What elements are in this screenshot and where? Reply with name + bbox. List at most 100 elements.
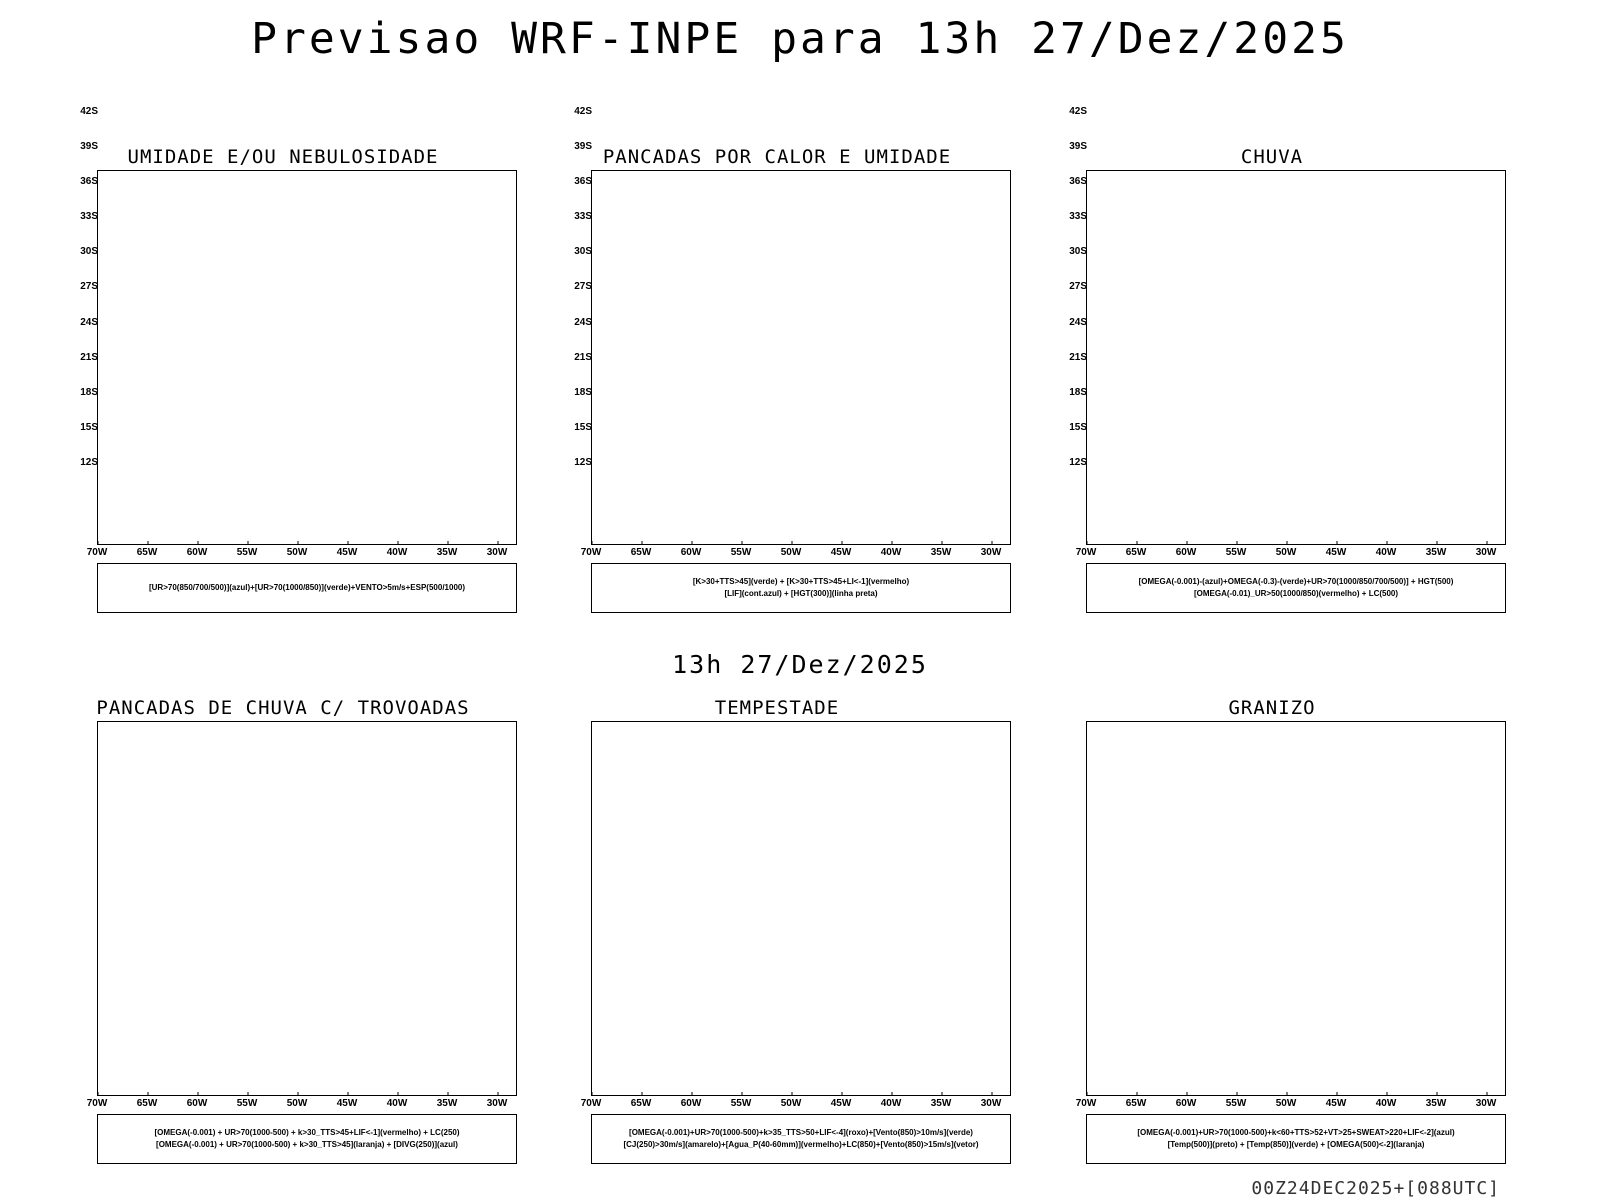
map-area: 15151515121212-15-15-15-12-12-18-18 — [1086, 721, 1506, 1096]
panel-legend: [OMEGA(-0.001) + UR>70(1000-500) + k>30_… — [97, 1114, 517, 1164]
lon-tick-label: 40W — [1375, 547, 1397, 558]
panel-title: PANCADAS DE CHUVA C/ TROVOADAS — [96, 697, 470, 719]
lat-tick-label: 27S — [574, 281, 592, 293]
lat-tick-label: 39S — [1069, 140, 1087, 152]
run-footer: 00Z24DEC2025+[088UTC] — [1251, 1178, 1500, 1199]
panel-chuva: CHUVA 5885855825795765735705675645615585… — [1046, 146, 1546, 626]
legend-line-1: [OMEGA(-0.001)+UR>70(1000-500)+k>35_TTS>… — [629, 1128, 973, 1137]
panel-umidade: UMIDADE E/OU NEBULOSIDADE 10121012101210… — [57, 146, 557, 626]
lon-tick-label: 70W — [580, 547, 602, 558]
panel-title: UMIDADE E/OU NEBULOSIDADE — [127, 146, 439, 168]
lat-tick-label: 42S — [1069, 105, 1087, 117]
map-area: 4040404040 — [591, 721, 1011, 1096]
lat-tick-label: 12S — [574, 457, 592, 469]
lon-tick-label: 40W — [880, 1098, 902, 1109]
lon-tick-label: 45W — [1325, 547, 1347, 558]
lon-tick-label: 65W — [630, 1098, 652, 1109]
lat-tick-label: 30S — [574, 246, 592, 258]
lat-tick-label: 12S — [80, 457, 98, 469]
lon-tick-label: 65W — [630, 547, 652, 558]
legend-line-2: [CJ(250)>30m/s](amarelo)+[Agua_P(40-60mm… — [623, 1140, 979, 1149]
panel-tempestade: TEMPESTADE 4040404040 12S 15S 18S 21S 24S 27S… — [551, 106, 1051, 1177]
lon-tick-label: 70W — [1075, 547, 1097, 558]
lon-tick-label: 55W — [730, 547, 752, 558]
legend-line-1: [K>30+TTS>45](verde) + [K>30+TTS>45+LI<-… — [692, 577, 910, 586]
lon-tick-label: 45W — [336, 547, 358, 558]
lat-tick-label: 36S — [80, 175, 98, 187]
lon-tick-label: 60W — [680, 547, 702, 558]
lat-tick-label: 27S — [1069, 281, 1087, 293]
panel-legend: [OMEGA(-0.001)+UR>70(1000-500)+k>35_TTS>… — [591, 1114, 1011, 1164]
lon-tick-label: 55W — [1225, 1098, 1247, 1109]
map-area: 5885855825795765735705675645615585855825… — [1086, 170, 1506, 545]
lat-tick-label: 21S — [574, 351, 592, 363]
lat-tick-label: 39S — [80, 140, 98, 152]
lon-tick-label: 35W — [930, 1098, 952, 1109]
lat-tick-label: 30S — [1069, 246, 1087, 258]
panel-legend: [OMEGA(-0.001)+UR>70(1000-500)+k<60+TTS>… — [1086, 1114, 1506, 1164]
lat-tick-label: 18S — [1069, 386, 1087, 398]
lon-tick-label: 30W — [1475, 547, 1497, 558]
map-area: 1012101210121012100810081012101610121008… — [97, 170, 517, 545]
lon-tick-label: 30W — [486, 1098, 508, 1109]
panel-title: GRANIZO — [1228, 697, 1316, 719]
lon-tick-label: 50W — [286, 547, 308, 558]
panel-legend: [UR>70(850/700/500)](azul)+[UR>70(1000/8… — [97, 563, 517, 613]
lat-tick-label: 24S — [1069, 316, 1087, 328]
lat-tick-label: 24S — [574, 316, 592, 328]
lon-tick-label: 50W — [780, 547, 802, 558]
lat-tick-label: 39S — [574, 140, 592, 152]
lon-tick-label: 55W — [730, 1098, 752, 1109]
lat-tick-label: 42S — [574, 105, 592, 117]
panel-legend: [K>30+TTS>45](verde) + [K>30+TTS>45+LI<-… — [591, 563, 1011, 613]
lon-tick-label: 55W — [236, 1098, 258, 1109]
lon-tick-label: 30W — [1475, 1098, 1497, 1109]
panel-pancadas-trovoadas: PANCADAS DE CHUVA C/ TROVOADAS 12S 15S 18S… — [57, 106, 557, 1177]
lon-tick-label: 40W — [386, 1098, 408, 1109]
lon-tick-label: 45W — [1325, 1098, 1347, 1109]
lon-tick-label: 60W — [1175, 1098, 1197, 1109]
lon-tick-label: 35W — [1425, 1098, 1447, 1109]
panel-pancadas-calor: PANCADAS POR CALOR E UMIDADE 96009600960… — [551, 146, 1051, 626]
lat-tick-label: 42S — [80, 105, 98, 117]
lon-tick-label: 60W — [186, 547, 208, 558]
lon-tick-label: 55W — [236, 547, 258, 558]
lat-tick-label: 36S — [1069, 175, 1087, 187]
lon-tick-label: 35W — [930, 547, 952, 558]
lon-tick-label: 30W — [486, 547, 508, 558]
panel-granizo: GRANIZO 15151515121212-15-15-15-12-12-18… — [1046, 106, 1546, 1177]
panel-title: PANCADAS POR CALOR E UMIDADE — [602, 146, 952, 168]
legend-line-1: [OMEGA(-0.001)-(azul)+OMEGA(-0.3)-(verde… — [1138, 577, 1454, 586]
legend-line-2: [LIF](cont.azul) + [HGT(300)](linha pret… — [724, 589, 878, 598]
lon-tick-label: 70W — [1075, 1098, 1097, 1109]
panel-title: CHUVA — [1240, 146, 1304, 168]
lat-tick-label: 15S — [574, 422, 592, 434]
lat-tick-label: 12S — [1069, 457, 1087, 469]
lat-tick-label: 24S — [80, 316, 98, 328]
lon-tick-label: 45W — [830, 547, 852, 558]
lat-tick-label: 15S — [1069, 422, 1087, 434]
lat-tick-label: 18S — [574, 386, 592, 398]
map-area — [97, 721, 517, 1096]
lon-tick-label: 65W — [136, 547, 158, 558]
lon-tick-label: 30W — [980, 547, 1002, 558]
legend-line-2: [OMEGA(-0.001) + UR>70(1000-500) + k>30_… — [156, 1140, 458, 1149]
lat-tick-label: 33S — [574, 211, 592, 223]
lon-tick-label: 45W — [830, 1098, 852, 1109]
lat-tick-label: 36S — [574, 175, 592, 187]
panel-title: TEMPESTADE — [714, 697, 840, 719]
lat-tick-label: 30S — [80, 246, 98, 258]
lon-tick-label: 60W — [186, 1098, 208, 1109]
lon-tick-label: 35W — [436, 1098, 458, 1109]
lon-tick-label: 35W — [1425, 547, 1447, 558]
lon-tick-label: 45W — [336, 1098, 358, 1109]
lat-tick-label: 21S — [80, 351, 98, 363]
lon-tick-label: 40W — [386, 547, 408, 558]
main-title: Previsao WRF-INPE para 13h 27/Dez/2025 — [251, 14, 1349, 64]
lon-tick-label: 50W — [1275, 1098, 1297, 1109]
lon-tick-label: 35W — [436, 547, 458, 558]
lat-tick-label: 33S — [80, 211, 98, 223]
lat-tick-label: 33S — [1069, 211, 1087, 223]
lon-tick-label: 55W — [1225, 547, 1247, 558]
lon-tick-label: 70W — [580, 1098, 602, 1109]
